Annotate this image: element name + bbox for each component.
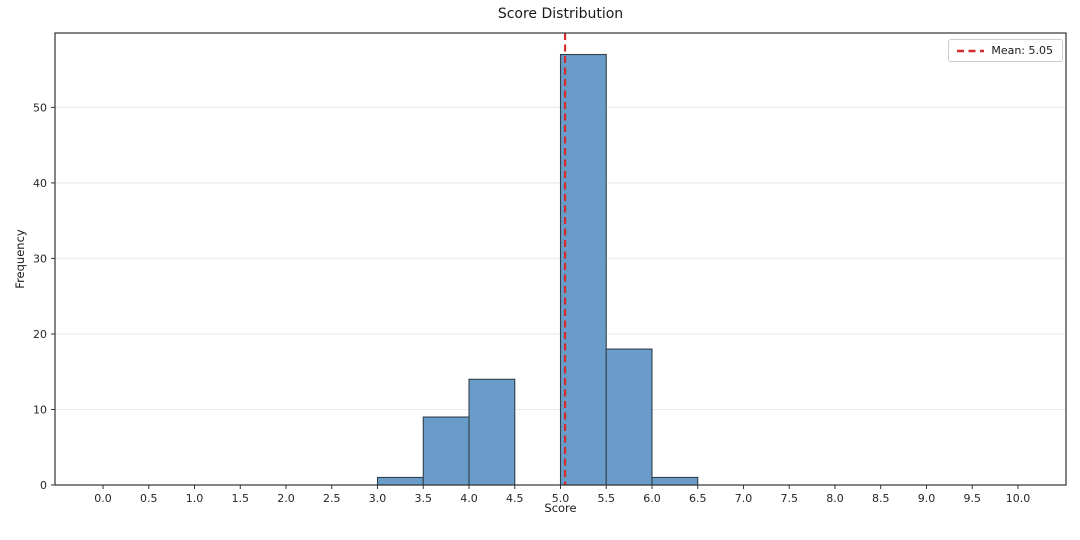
- legend: Mean: 5.05: [948, 39, 1063, 62]
- y-tick-label: 50: [33, 101, 47, 114]
- y-tick-label: 20: [33, 328, 47, 341]
- x-tick-label: 5.0: [552, 492, 570, 505]
- histogram-bar: [651, 476, 699, 486]
- x-tick-label: 8.5: [872, 492, 890, 505]
- histogram-bar: [605, 348, 653, 486]
- histogram-bar: [468, 378, 516, 486]
- x-tick-label: 9.0: [918, 492, 936, 505]
- x-tick-label: 1.0: [186, 492, 204, 505]
- x-tick-label: 2.5: [323, 492, 341, 505]
- y-axis-label: Frequency: [13, 229, 27, 289]
- x-tick-label: 2.0: [277, 492, 295, 505]
- histogram-bar: [559, 53, 607, 486]
- x-tick-label: 7.5: [780, 492, 798, 505]
- chart-title: Score Distribution: [497, 6, 624, 22]
- x-axis-label: Score: [544, 501, 577, 515]
- x-tick-label: 3.5: [415, 492, 433, 505]
- x-tick-label: 7.0: [735, 492, 753, 505]
- legend-label: Mean: 5.05: [991, 44, 1053, 57]
- x-tick-label: 3.0: [369, 492, 387, 505]
- x-tick-label: 6.0: [643, 492, 661, 505]
- x-tick-label: 9.5: [963, 492, 981, 505]
- histogram-bar: [422, 416, 470, 486]
- y-tick-label: 0: [40, 479, 47, 492]
- x-tick-label: 1.5: [232, 492, 250, 505]
- histogram-bar: [376, 476, 424, 486]
- y-tick-label: 10: [33, 403, 47, 416]
- x-tick-label: 0.5: [140, 492, 158, 505]
- x-tick-label: 5.5: [597, 492, 615, 505]
- legend-dashed-line-icon: [957, 49, 985, 53]
- y-tick-label: 40: [33, 177, 47, 190]
- x-tick-label: 4.0: [460, 492, 478, 505]
- y-tick-label: 30: [33, 252, 47, 265]
- x-tick-label: 10.0: [1006, 492, 1031, 505]
- x-tick-label: 6.5: [689, 492, 707, 505]
- x-tick-label: 0.0: [94, 492, 112, 505]
- x-tick-label: 4.5: [506, 492, 524, 505]
- x-tick-label: 8.0: [826, 492, 844, 505]
